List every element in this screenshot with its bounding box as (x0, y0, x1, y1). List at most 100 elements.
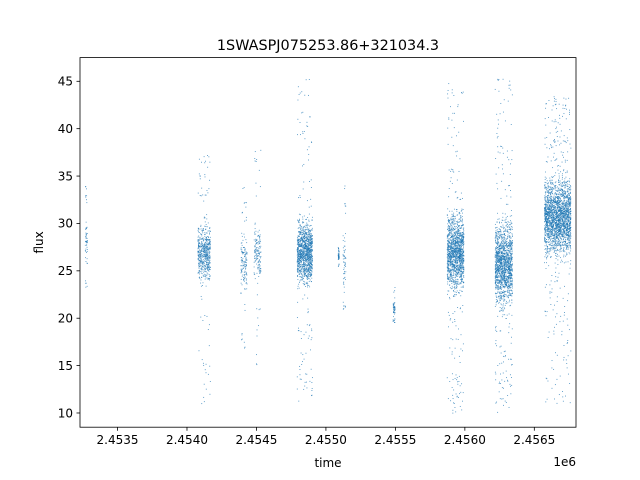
data-point-outlier (302, 298, 304, 300)
data-point (307, 234, 308, 236)
data-point (461, 225, 463, 227)
data-point (298, 259, 300, 261)
data-point (503, 226, 505, 228)
data-point (202, 285, 203, 286)
data-point (452, 250, 453, 252)
data-point (307, 217, 309, 218)
data-point (457, 275, 459, 277)
data-point (453, 240, 455, 242)
data-point-outlier (451, 182, 453, 184)
data-point (447, 243, 449, 244)
data-point-outlier (461, 91, 462, 93)
data-point (344, 273, 346, 275)
data-point (504, 247, 505, 248)
data-point (206, 249, 208, 251)
data-point (495, 240, 497, 242)
data-point (343, 283, 345, 285)
data-point (495, 268, 497, 270)
data-point (305, 237, 307, 238)
data-point (456, 235, 458, 237)
data-point (205, 256, 207, 258)
data-point (496, 259, 498, 261)
data-point (204, 255, 206, 256)
data-point (495, 270, 497, 272)
data-point (495, 263, 496, 265)
data-point (456, 261, 458, 263)
data-point (450, 253, 452, 255)
data-point (296, 237, 298, 239)
data-point-outlier (451, 119, 453, 121)
data-point-outlier (303, 163, 305, 165)
data-point (84, 250, 86, 252)
data-point (245, 256, 247, 258)
data-point (509, 226, 511, 228)
data-point (310, 240, 311, 242)
data-point (461, 262, 463, 264)
data-point (508, 313, 510, 315)
data-point-outlier (300, 331, 302, 333)
data-point (301, 233, 303, 235)
data-point (311, 259, 313, 261)
data-point (309, 261, 311, 262)
data-point-outlier (307, 297, 309, 299)
data-point (245, 273, 247, 275)
data-point-outlier (256, 294, 258, 296)
data-point (499, 265, 501, 267)
data-point (204, 251, 206, 253)
data-point (463, 241, 465, 242)
data-point (310, 225, 312, 226)
data-point (310, 238, 312, 240)
data-point (307, 263, 309, 265)
data-point (450, 236, 452, 238)
data-point-outlier (204, 162, 206, 164)
data-point (201, 238, 203, 240)
data-point (457, 258, 459, 260)
data-point (447, 252, 449, 254)
data-point (459, 256, 461, 258)
data-point-outlier (308, 335, 310, 337)
data-point-outlier (254, 160, 256, 162)
data-point (500, 300, 501, 302)
data-point (511, 295, 513, 297)
data-point-outlier (310, 368, 312, 370)
data-point (447, 254, 449, 256)
data-point (244, 255, 246, 257)
data-point (510, 304, 512, 306)
data-point (507, 261, 509, 262)
data-point (306, 246, 308, 247)
data-point (499, 310, 500, 312)
data-point (455, 255, 457, 257)
data-point-outlier (309, 380, 311, 382)
data-point (506, 261, 508, 263)
data-point (207, 266, 209, 268)
data-point (447, 236, 449, 238)
data-point (306, 225, 308, 227)
data-point (458, 213, 460, 215)
data-point (462, 235, 464, 237)
data-point (507, 226, 509, 228)
data-point (394, 308, 396, 310)
data-point (452, 265, 454, 267)
data-point (502, 285, 504, 287)
data-point (500, 309, 502, 311)
data-point (504, 219, 506, 221)
data-point (309, 254, 311, 256)
data-point (199, 270, 200, 272)
data-point (506, 277, 508, 279)
data-point (462, 244, 464, 246)
data-point (451, 255, 452, 257)
data-point (461, 254, 463, 256)
data-point (204, 257, 206, 259)
data-point (338, 252, 340, 254)
data-point-outlier (456, 379, 458, 381)
data-point (204, 250, 206, 252)
data-point (311, 250, 313, 252)
data-point (299, 253, 301, 255)
data-point (505, 260, 507, 262)
data-point (307, 250, 309, 252)
data-point (501, 251, 503, 253)
data-point (308, 257, 310, 258)
data-point (462, 239, 464, 241)
data-point (307, 274, 309, 276)
data-point (504, 261, 506, 262)
